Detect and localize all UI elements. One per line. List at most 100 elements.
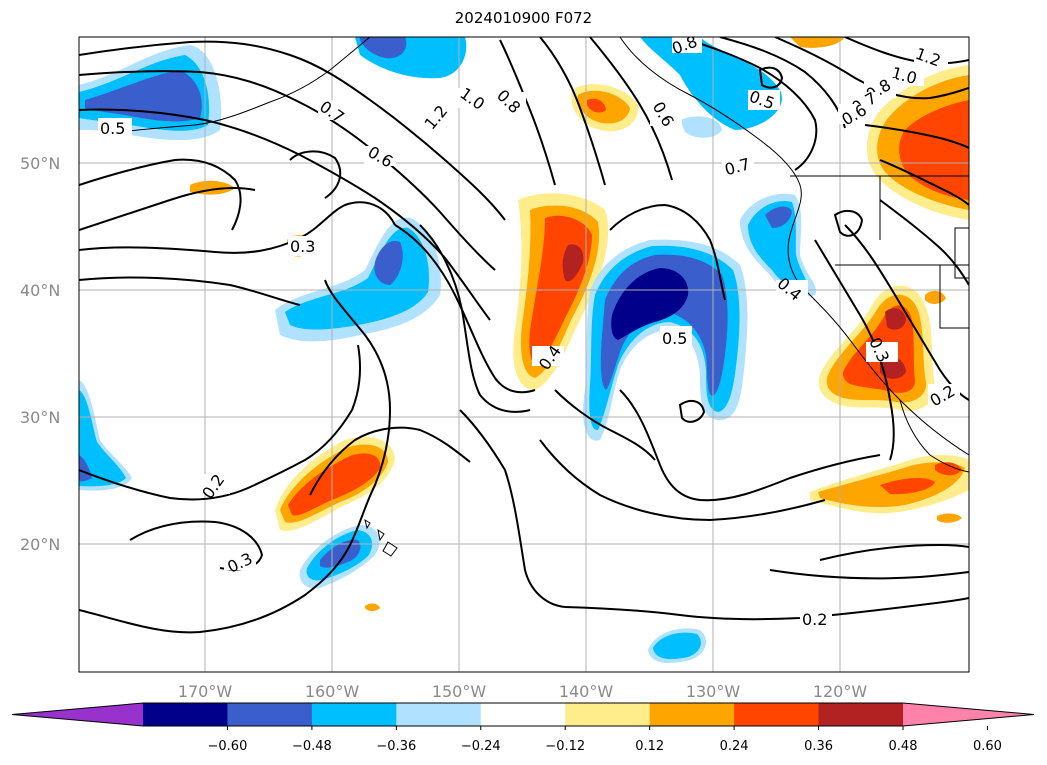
lon-label-150w: 150°W — [432, 682, 487, 701]
anomaly-blob-coast-125w-mid — [748, 200, 807, 289]
contour-line-35 — [864, 124, 969, 149]
anomaly-blob-140w-vertical-core — [562, 244, 584, 282]
anomaly-blob-ne-core — [899, 100, 969, 200]
anomaly-blob-top-right — [790, 37, 845, 48]
lon-label-170w: 170°W — [178, 682, 233, 701]
colorbar-tick-label: 0.36 — [804, 739, 833, 754]
contour-line-16 — [564, 597, 969, 621]
lon-label-120w: 120°W — [813, 682, 868, 701]
contour-label-7: 0.3 — [290, 237, 315, 256]
contour-line-10 — [419, 224, 531, 413]
contour-line-2 — [79, 70, 496, 271]
colorbar-tick-label: 0.60 — [973, 739, 1002, 754]
colorbar: −0.60 −0.48 −0.36 −0.24 −0.12 0.12 0.24 0.36 0.4… — [11, 702, 1035, 754]
anomaly-blob-central-pacific-core — [374, 240, 403, 285]
contour-line-8 — [289, 150, 342, 199]
contour-line-23 — [589, 37, 673, 181]
contour-line-34 — [879, 159, 969, 206]
contour-line-18 — [539, 439, 826, 522]
colorbar-tick-label: −0.60 — [208, 739, 248, 754]
hawaii-islands — [364, 518, 398, 557]
map-area: 0.5 0.7 0.6 1.2 1.0 0.8 0.3 0.4 0.5 0.2 … — [79, 37, 969, 672]
map-frame — [78, 36, 970, 673]
map-title: 2024010900 F072 — [454, 9, 593, 27]
anomaly-blob-coast-north — [640, 37, 782, 130]
lon-label-140w: 140°W — [559, 682, 614, 701]
colorbar-segment — [734, 703, 820, 726]
colorbar-tick-label: −0.12 — [545, 739, 585, 754]
contour-line-17 — [619, 389, 881, 502]
lat-label-30n: 30°N — [20, 408, 60, 427]
contour-line-7 — [79, 276, 301, 306]
contour-line-4 — [79, 158, 242, 231]
border-state-3 — [939, 265, 969, 329]
lon-label-130w: 130°W — [686, 682, 741, 701]
contour-line-24 — [679, 37, 818, 171]
lon-label-160w: 160°W — [305, 682, 360, 701]
contour-line-28 — [758, 66, 784, 89]
lon-labels: 170°W 160°W 150°W 140°W 130°W 120°W — [178, 682, 868, 701]
colorbar-segment — [143, 703, 228, 726]
colorbar-segment — [227, 703, 313, 726]
contour-line-11 — [79, 279, 392, 634]
colorbar-segment — [311, 703, 397, 726]
border-state-4 — [954, 227, 969, 279]
colorbar-tick-label: −0.24 — [461, 739, 501, 754]
contour-line-37 — [769, 569, 969, 580]
colorbar-segment — [480, 703, 566, 726]
contour-line-9 — [394, 224, 536, 394]
coastlines — [99, 37, 969, 557]
contour-line-22 — [539, 37, 606, 186]
contour-label-12: 0.2 — [802, 610, 827, 629]
colorbar-tick-label: 0.24 — [720, 739, 749, 754]
anomaly-blob-coast-north-light — [680, 116, 722, 138]
anomaly-blob-south-135w-core — [653, 632, 701, 660]
graticule — [79, 37, 969, 672]
colorbar-extend-min — [12, 703, 143, 726]
lat-label-40n: 40°N — [20, 281, 60, 300]
contour-line-33 — [879, 199, 969, 286]
anomaly-blob-top-core — [360, 37, 407, 59]
anomaly-blob-small-se-south — [937, 513, 962, 523]
contour-line-19 — [554, 389, 656, 461]
anomaly-blob-small-156w — [365, 603, 380, 611]
coastline-aleutians — [99, 37, 371, 136]
lat-labels: 50°N 40°N 30°N 20°N — [20, 154, 60, 554]
coastline-baja — [899, 399, 969, 473]
contour-line-14 — [459, 409, 566, 608]
anomaly-blob-nw-core — [85, 70, 202, 122]
colorbar-segment — [565, 703, 651, 726]
colorbar-outline — [11, 702, 1035, 727]
colorbar-tick-label: 0.12 — [635, 739, 664, 754]
lat-label-20n: 20°N — [20, 535, 60, 554]
anomaly-blob-hawaii-ne-core — [288, 453, 381, 516]
contour-line-25 — [719, 37, 846, 129]
colorbar-segment — [396, 703, 482, 726]
contour-line-15 — [309, 426, 471, 496]
contour-line-5 — [79, 187, 256, 231]
contour-line-36 — [819, 543, 969, 561]
anomaly-blob-133w-core — [611, 268, 689, 340]
anomaly-blob-small-se — [925, 290, 946, 304]
contour-line-20 — [609, 203, 726, 301]
contour-line-1 — [79, 40, 506, 221]
lat-label-50n: 50°N — [20, 154, 60, 173]
anomaly-blob-140w-core — [587, 98, 606, 113]
anomaly-blob-hawaii-core — [320, 539, 361, 568]
colorbar-tick-label: 0.48 — [889, 739, 918, 754]
colorbar-extend-max — [903, 703, 1034, 726]
anomaly-blob-coast-125w-core — [765, 206, 792, 228]
contour-line-29 — [833, 209, 864, 237]
colorbar-tick-label: −0.48 — [292, 739, 332, 754]
anomaly-blob-strip-25n-core — [880, 462, 962, 495]
anomaly-blob-west-28n-mid — [79, 390, 126, 487]
contour-label-9: 0.5 — [662, 329, 687, 348]
contour-label-1: 0.5 — [100, 119, 125, 138]
colorbar-tick-label: −0.36 — [376, 739, 416, 754]
contour-line-12 — [79, 344, 361, 501]
contour-line-21 — [499, 39, 556, 186]
colorbar-segment — [649, 703, 735, 726]
colorbar-segment — [818, 703, 904, 726]
contour-line-30 — [678, 399, 706, 423]
